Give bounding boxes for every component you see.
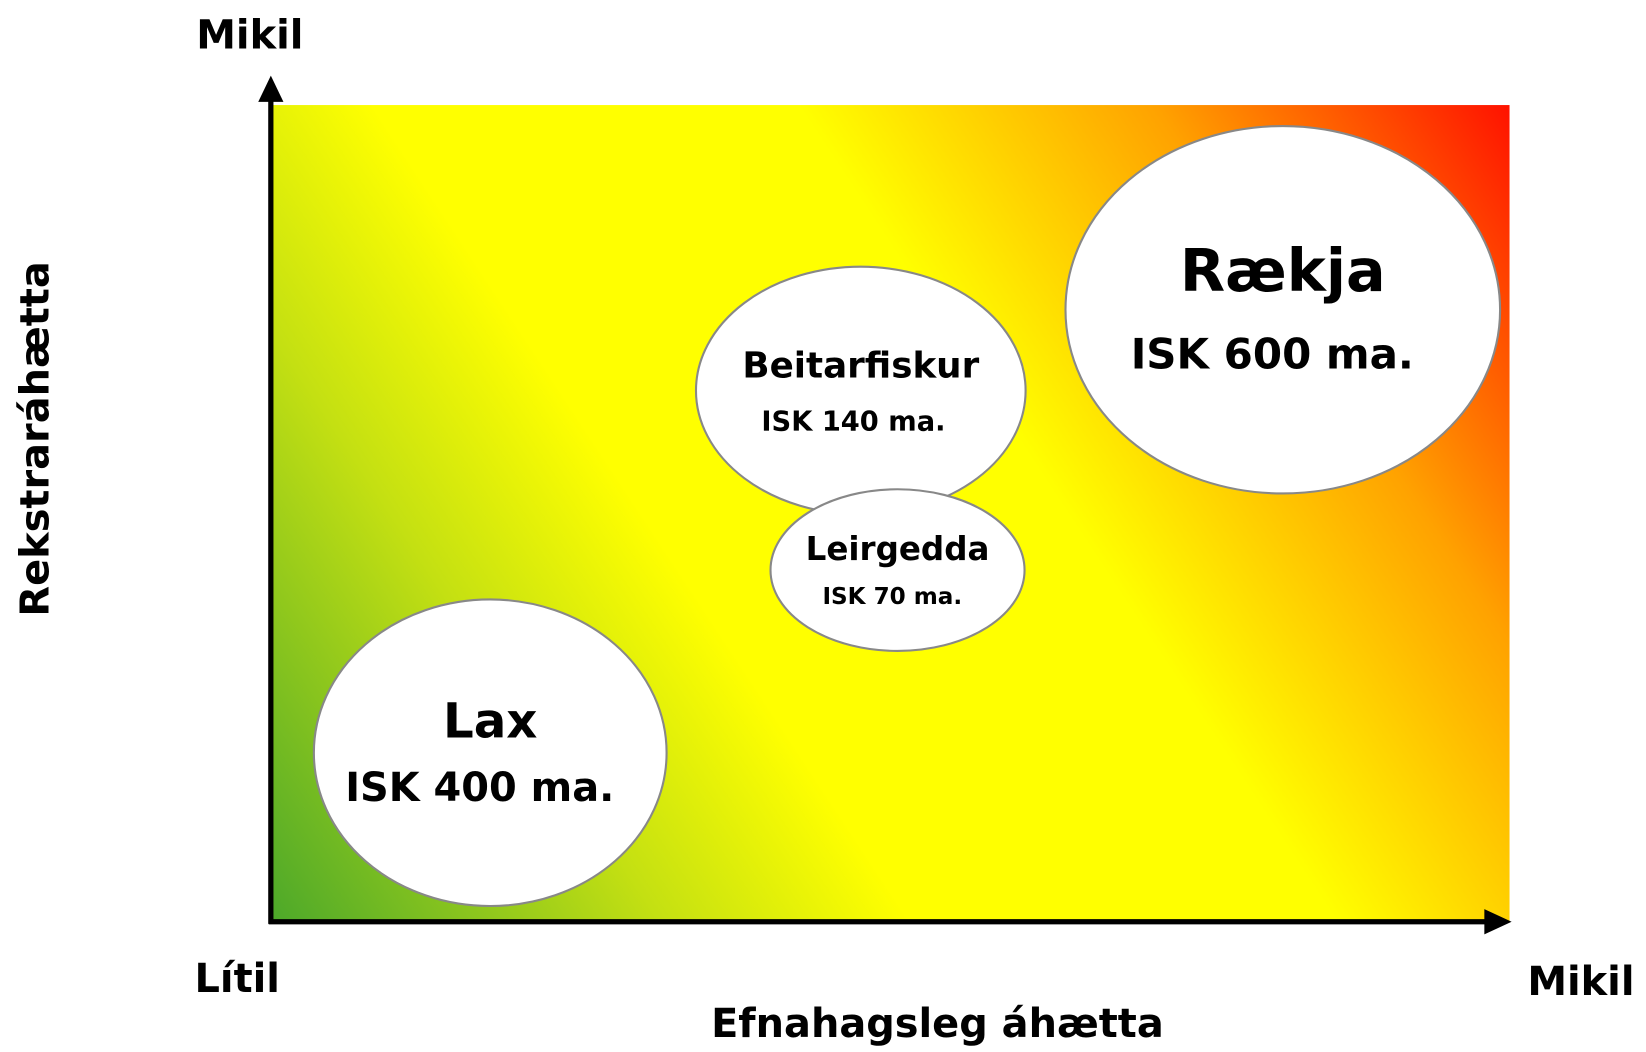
bubble-value: ISK 400 ma.: [345, 765, 614, 811]
y-top-label: Mikil: [196, 12, 303, 58]
x-axis-title: Efnahagsleg áhætta: [711, 1001, 1164, 1047]
y-axis-title: Rekstraráhætta: [12, 261, 58, 616]
bubble-value: ISK 70 ma.: [822, 584, 962, 610]
bubble: [694, 265, 1027, 516]
bubble-label: Rækja: [1180, 236, 1386, 305]
bubble-label: Leirgedda: [806, 530, 990, 568]
x-right-label: Mikil: [1527, 959, 1634, 1005]
bubble: [312, 598, 668, 908]
y-axis-arrow: [258, 75, 284, 102]
bubble-label: Beitarfiskur: [742, 345, 979, 386]
x-left-label: Lítil: [195, 956, 280, 1002]
x-axis-arrow: [1484, 909, 1512, 935]
bubble: [1064, 124, 1502, 495]
bubble-label: Lax: [443, 693, 537, 749]
bubble-value: ISK 140 ma.: [761, 407, 945, 438]
bubble: [769, 488, 1026, 652]
bubble-value: ISK 600 ma.: [1131, 329, 1414, 378]
